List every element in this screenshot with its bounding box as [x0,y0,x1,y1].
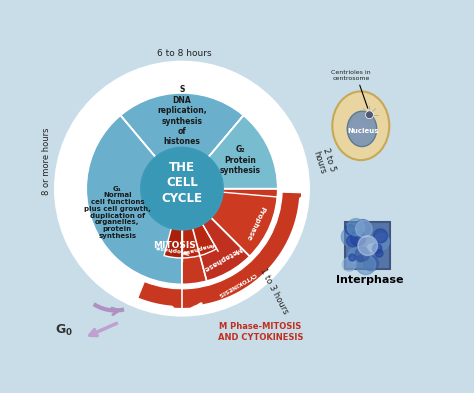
Text: Anaphase: Anaphase [181,241,215,254]
Circle shape [356,255,375,275]
Circle shape [348,248,360,259]
Ellipse shape [350,120,368,140]
Text: THE
CELL
CYCLE: THE CELL CYCLE [162,161,202,205]
Ellipse shape [347,111,377,147]
Text: 8 or more hours: 8 or more hours [42,127,51,195]
Wedge shape [182,189,278,285]
Circle shape [355,220,371,236]
Wedge shape [137,192,302,309]
Text: Nucleus: Nucleus [347,128,379,134]
Text: 2 to 5
hours: 2 to 5 hours [312,147,337,176]
Circle shape [356,220,372,237]
Circle shape [358,236,377,255]
Text: Prophase: Prophase [245,205,265,241]
Text: S
DNA
replication,
synthesis
of
histones: S DNA replication, synthesis of histones [157,85,207,147]
Circle shape [365,111,374,119]
Text: CYTOKINESIS: CYTOKINESIS [217,271,257,297]
Text: Centrioles in
centrosome: Centrioles in centrosome [331,70,371,81]
Text: Telophase: Telophase [156,244,191,254]
Circle shape [347,219,365,236]
Circle shape [350,253,361,263]
Circle shape [357,255,363,262]
Wedge shape [182,189,278,257]
Ellipse shape [151,156,213,206]
Circle shape [342,257,356,271]
Ellipse shape [332,91,389,160]
Circle shape [143,149,221,228]
Circle shape [364,256,379,271]
Text: Interphase: Interphase [336,275,403,285]
Text: G₂
Protein
synthesis: G₂ Protein synthesis [220,145,261,175]
Wedge shape [182,189,217,258]
Circle shape [141,147,223,230]
Circle shape [56,63,308,314]
Text: 6 to 8 hours: 6 to 8 hours [156,49,211,58]
Text: M Phase-MITOSIS
AND CYTOKINESIS: M Phase-MITOSIS AND CYTOKINESIS [218,322,303,342]
Circle shape [341,227,361,247]
Text: Metaphase: Metaphase [202,245,243,272]
Text: MITOSIS: MITOSIS [153,241,195,250]
Circle shape [373,244,382,253]
Circle shape [346,235,358,247]
Text: $\mathbf{G_0}$: $\mathbf{G_0}$ [55,323,73,338]
Wedge shape [120,92,244,189]
Text: G₁
Normal
cell functions
plus cell growth,
duplication of
organelles,
protein
sy: G₁ Normal cell functions plus cell growt… [84,185,151,239]
Text: 1 to 3 hours: 1 to 3 hours [258,266,290,315]
Circle shape [346,224,356,235]
Circle shape [349,254,356,261]
Circle shape [373,233,390,250]
Circle shape [356,247,369,261]
Wedge shape [182,189,250,282]
Circle shape [375,250,383,257]
Wedge shape [182,115,278,189]
FancyArrowPatch shape [90,323,117,336]
Bar [345,222,390,269]
Wedge shape [164,189,182,258]
Circle shape [367,244,375,252]
Circle shape [374,229,388,243]
Wedge shape [86,115,182,285]
Circle shape [351,231,365,246]
